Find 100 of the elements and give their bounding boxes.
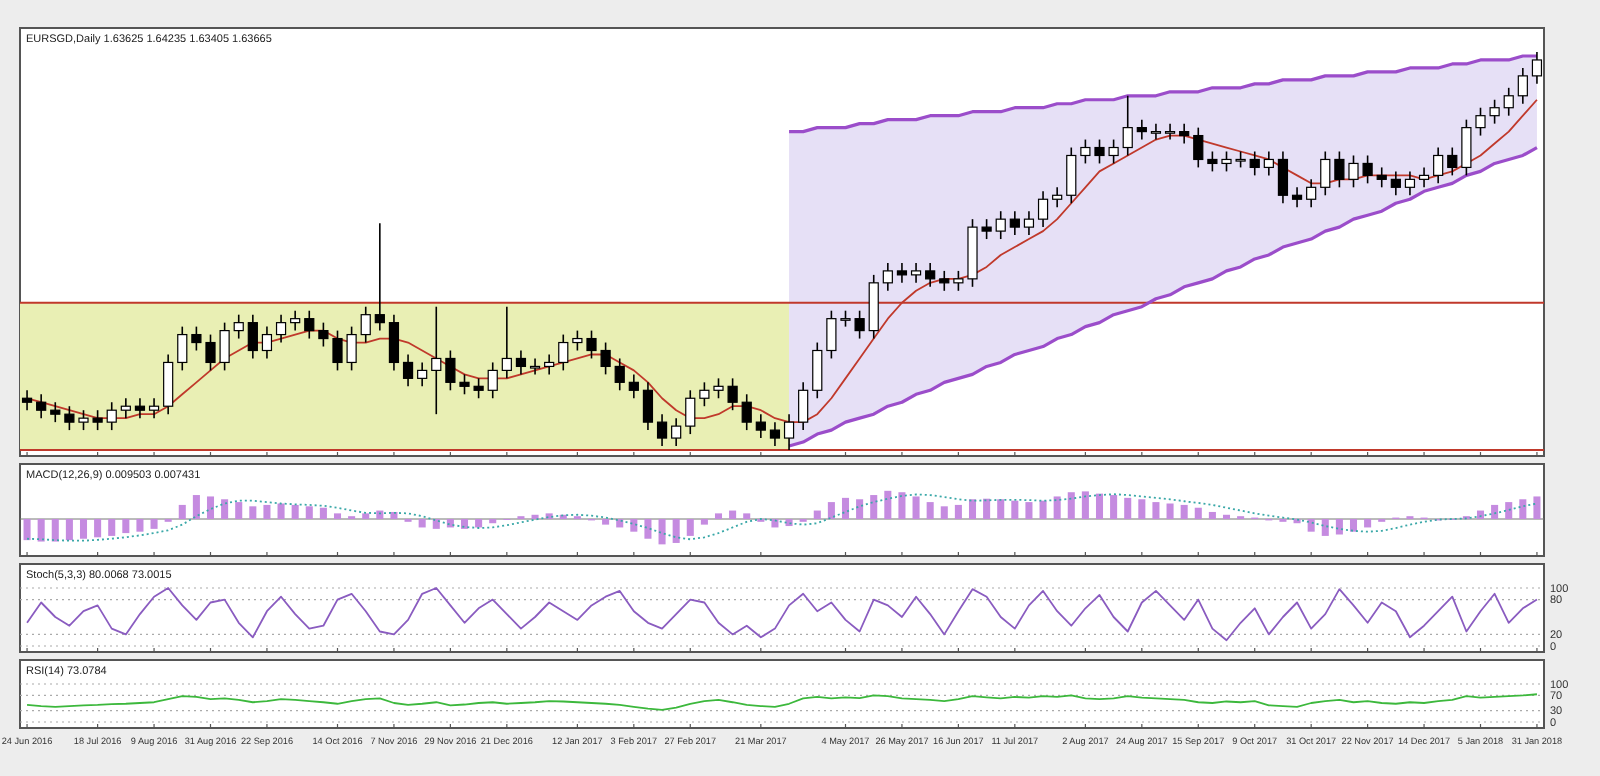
bar <box>686 519 694 536</box>
bar <box>1053 496 1061 519</box>
candlestick <box>939 270 950 292</box>
bar <box>150 519 158 529</box>
candlestick <box>685 389 696 435</box>
candlestick <box>995 210 1006 240</box>
bar <box>1081 491 1089 519</box>
bar <box>475 519 483 528</box>
candlestick <box>882 262 893 292</box>
candlestick <box>656 413 668 447</box>
candlestick <box>1136 118 1147 141</box>
bar <box>192 495 200 519</box>
candlestick <box>1066 146 1077 205</box>
candlestick <box>36 393 47 419</box>
candlestick <box>558 333 569 372</box>
bar <box>1349 519 1358 532</box>
bar <box>1519 499 1527 519</box>
bar <box>178 504 186 519</box>
candlestick <box>50 401 61 423</box>
bar <box>1152 502 1160 519</box>
candlestick <box>417 361 428 388</box>
candlestick <box>21 389 33 411</box>
bar <box>51 519 59 542</box>
bar <box>700 519 708 525</box>
bar <box>65 519 73 541</box>
bar <box>630 519 638 532</box>
candlestick <box>134 397 146 419</box>
bar <box>108 519 116 536</box>
candlestick <box>247 313 258 360</box>
candlestick <box>1277 150 1289 205</box>
bar <box>263 504 271 519</box>
bar <box>1110 495 1118 519</box>
candlestick <box>798 381 809 431</box>
bar <box>319 507 327 519</box>
bar <box>1364 519 1372 528</box>
bar <box>23 519 31 541</box>
bar <box>1180 504 1188 519</box>
candlestick <box>275 313 287 344</box>
candlestick <box>755 413 766 439</box>
bar <box>644 519 652 539</box>
bar <box>1124 497 1132 519</box>
bar <box>983 498 991 519</box>
candlestick <box>304 309 315 340</box>
candlestick <box>1390 170 1401 197</box>
candlestick <box>1306 178 1317 209</box>
candlestick <box>614 357 625 392</box>
bar <box>418 519 426 528</box>
bar <box>1025 502 1033 519</box>
bar <box>870 495 878 519</box>
candlestick <box>515 349 527 376</box>
candlestick <box>374 222 385 332</box>
bar <box>827 502 835 519</box>
candlestick <box>628 373 639 400</box>
bar <box>235 502 243 519</box>
candlestick <box>812 341 823 400</box>
bar <box>122 519 130 534</box>
candlestick <box>868 274 879 340</box>
bar <box>602 519 610 525</box>
candlestick <box>1023 210 1035 236</box>
bar <box>94 519 102 538</box>
line-series <box>26 693 1538 711</box>
bar <box>1491 504 1499 519</box>
bar <box>898 492 906 519</box>
bar <box>37 519 45 542</box>
bar <box>813 510 821 519</box>
bar <box>1166 503 1174 519</box>
bar <box>362 513 370 519</box>
bar <box>743 513 751 519</box>
candlestick <box>769 421 781 447</box>
candlestick <box>1404 170 1416 197</box>
candlestick <box>120 397 131 419</box>
candlestick <box>261 325 273 360</box>
candlestick <box>1263 150 1274 177</box>
candlestick <box>1320 150 1331 197</box>
line-series <box>26 587 1538 642</box>
candlestick <box>501 305 512 380</box>
candlestick <box>1376 166 1387 189</box>
candlestick <box>910 262 922 284</box>
bar <box>912 496 920 519</box>
bar <box>277 503 285 519</box>
bar <box>460 519 469 529</box>
bar <box>1533 496 1541 519</box>
bar <box>1208 511 1216 519</box>
bar <box>940 506 948 519</box>
candlestick <box>1009 210 1020 236</box>
bar <box>856 499 864 519</box>
bar <box>954 504 962 519</box>
candlestick <box>177 325 188 372</box>
candlestick <box>106 401 117 431</box>
candlestick <box>431 305 442 415</box>
bar <box>1011 500 1019 519</box>
bar <box>968 499 977 519</box>
candlestick <box>783 413 795 451</box>
bar <box>926 502 934 519</box>
candlestick <box>163 353 174 415</box>
bar <box>1335 519 1343 535</box>
bar <box>729 510 737 519</box>
bar <box>79 519 88 539</box>
bar <box>249 506 257 519</box>
bar <box>997 499 1005 519</box>
